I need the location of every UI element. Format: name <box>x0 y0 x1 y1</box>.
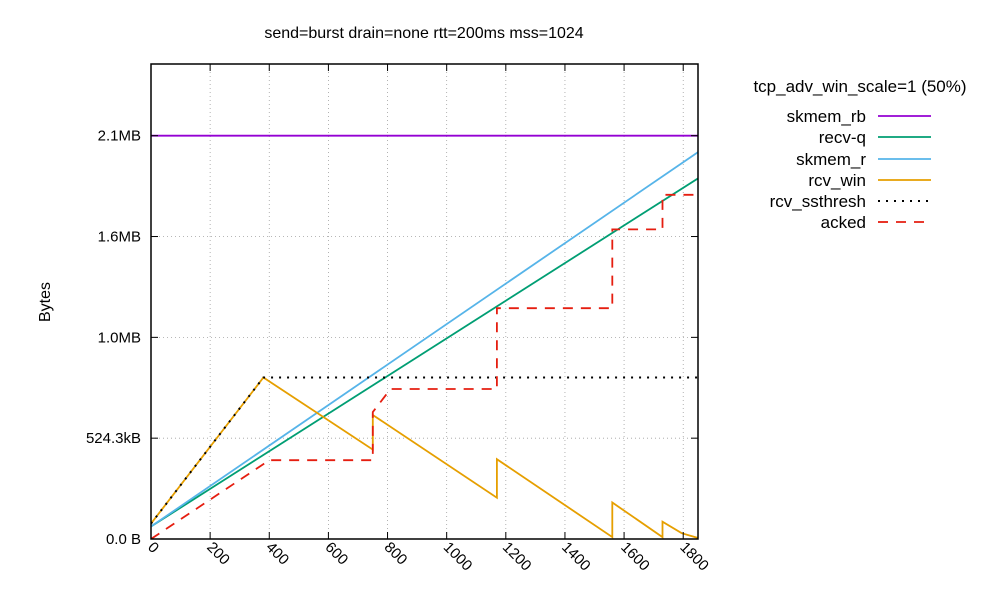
legend-label-rcv_win: rcv_win <box>808 171 866 190</box>
legend-label-skmem_r: skmem_r <box>796 150 866 169</box>
series-line-recv-q <box>151 177 698 528</box>
chart-title: send=burst drain=none rtt=200ms mss=1024 <box>264 25 583 42</box>
legend: tcp_adv_win_scale=1 (50%) skmem_rb recv-q… <box>753 77 966 232</box>
legend-title: tcp_adv_win_scale=1 (50%) <box>753 77 966 96</box>
y-tick-label: 524.3kB <box>86 430 141 447</box>
y-tick-label: 2.1MB <box>98 128 141 145</box>
series-line-rcv_win <box>151 376 698 539</box>
y-axis-label: Bytes <box>37 282 54 322</box>
series-line-skmem_r <box>151 151 698 528</box>
legend-label-skmem_rb: skmem_rb <box>787 107 866 126</box>
y-tick-label: 1.6MB <box>98 229 141 246</box>
series-line-acked <box>151 193 698 539</box>
legend-label-recv-q: recv-q <box>819 128 866 147</box>
y-tick-label: 0.0 B <box>106 531 141 548</box>
legend-label-rcv_ssthresh: rcv_ssthresh <box>770 192 866 211</box>
series-line-rcv_ssthresh <box>151 376 698 525</box>
legend-label-acked: acked <box>821 213 866 232</box>
plot-frame <box>150 63 699 540</box>
y-tick-label: 1.0MB <box>98 329 141 346</box>
series-layer <box>151 134 698 539</box>
